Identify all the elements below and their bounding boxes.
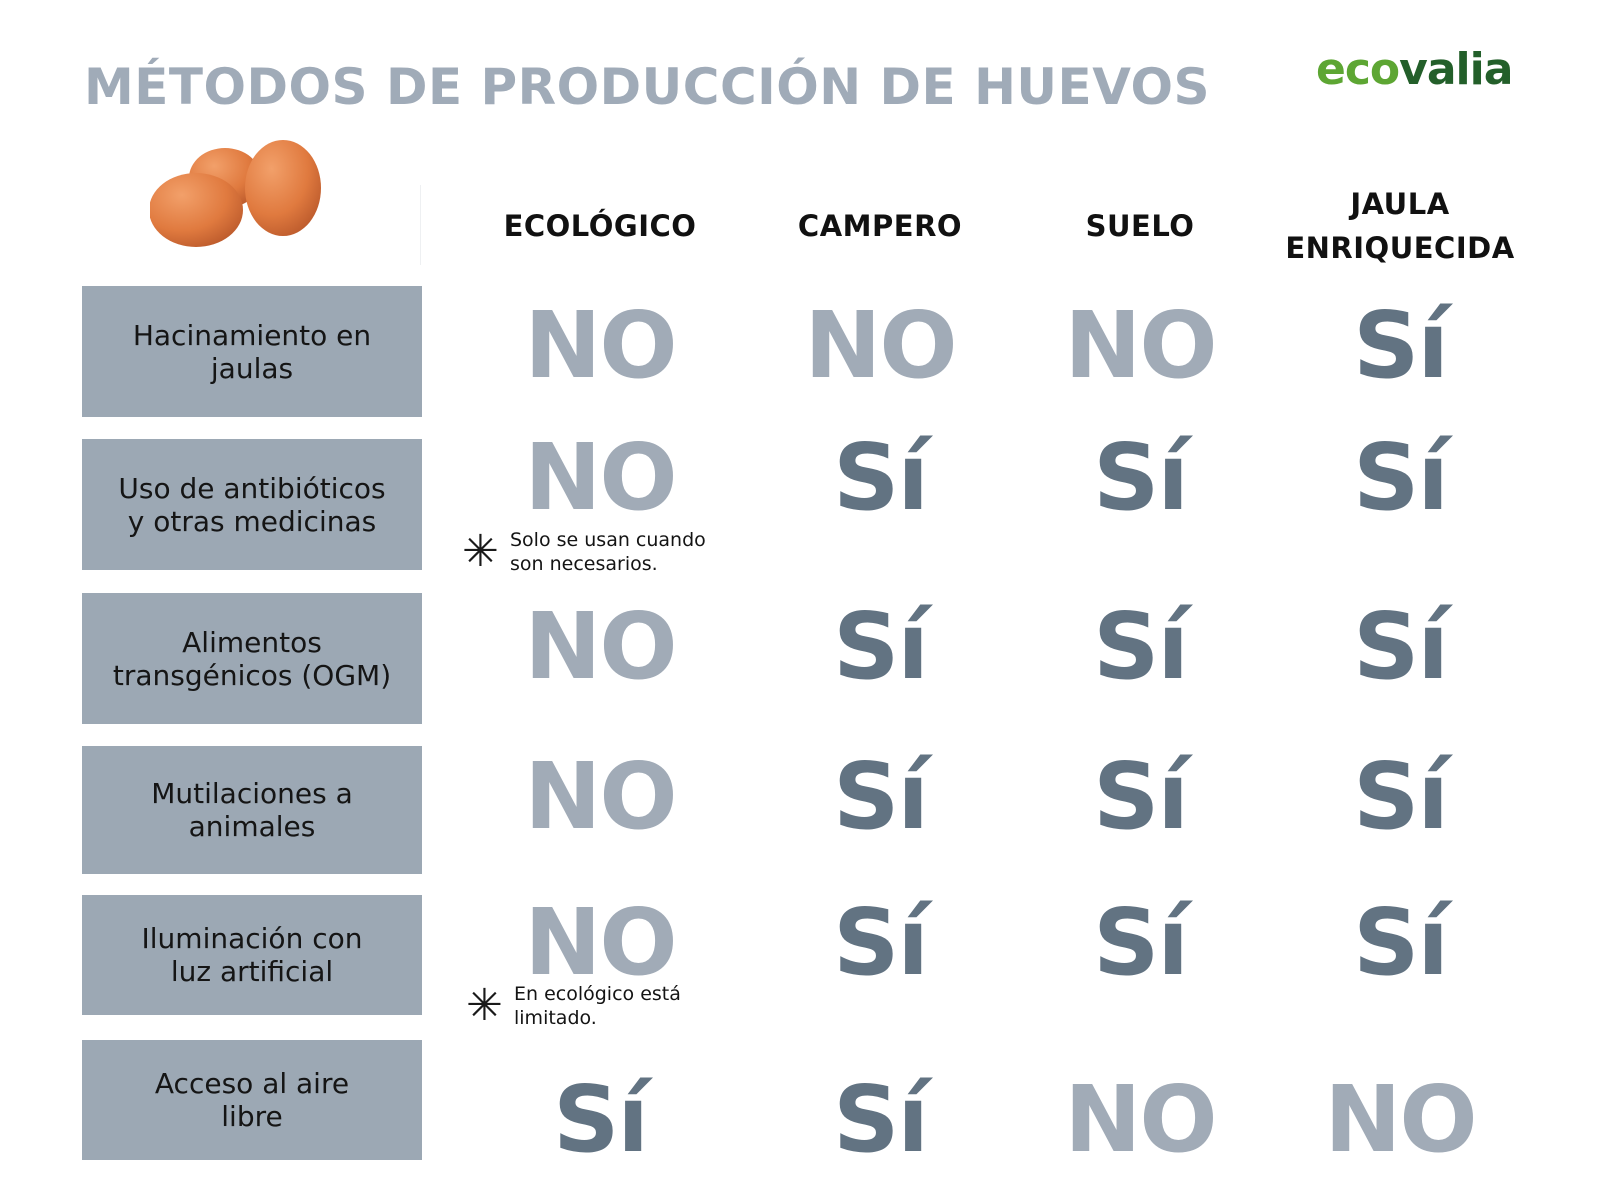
row-label: Mutilaciones a animales [82, 746, 422, 874]
value-cell: NO [524, 743, 677, 850]
eggs-illustration [150, 140, 321, 247]
logo-part-eco: eco [1316, 44, 1400, 95]
value-cell: Sí [1353, 743, 1449, 850]
note-antibiotics: ✳ Solo se usan cuando son necesarios. [462, 528, 706, 576]
ecovalia-logo: ecovalia [1316, 44, 1513, 95]
page-title: MÉTODOS DE PRODUCCIÓN DE HUEVOS [84, 58, 1211, 116]
value-cell: NO [804, 292, 957, 399]
value-cell: NO [524, 889, 677, 996]
row-label-text: Iluminación con luz artificial [141, 922, 363, 988]
row-label: Hacinamiento en jaulas [82, 286, 422, 417]
row-label: Alimentos transgénicos (OGM) [82, 593, 422, 724]
value-cell: Sí [1093, 743, 1189, 850]
value-cell: Sí [833, 424, 929, 531]
value-cell: Sí [833, 593, 929, 700]
row-label-text: Uso de antibióticos y otras medicinas [118, 471, 386, 538]
row-label-text: Mutilaciones a animales [151, 777, 353, 843]
value-cell: NO [524, 593, 677, 700]
value-cell: Sí [833, 1066, 929, 1173]
value-cell: NO [1064, 1066, 1217, 1173]
value-cell: Sí [1093, 593, 1189, 700]
asterisk-icon: ✳ [466, 980, 503, 1031]
value-cell: Sí [1093, 889, 1189, 996]
note-text: Solo se usan cuando son necesarios. [510, 529, 706, 575]
note-text: En ecológico está limitado. [514, 983, 681, 1029]
value-cell: Sí [1353, 593, 1449, 700]
row-label-text: Hacinamiento en jaulas [132, 318, 372, 385]
row-label: Uso de antibióticos y otras medicinas [82, 439, 422, 570]
logo-part-valia: valia [1399, 44, 1513, 95]
column-header: CAMPERO [797, 209, 963, 243]
value-cell: NO [524, 424, 677, 531]
column-header: JAULA ENRIQUECIDA [1285, 187, 1515, 265]
value-cell: NO [1324, 1066, 1477, 1173]
column-header: SUELO [1085, 209, 1195, 243]
value-cell: Sí [833, 889, 929, 996]
value-cell: Sí [553, 1066, 649, 1173]
row-label: Acceso al aire libre [82, 1040, 422, 1160]
header-divider [420, 185, 421, 265]
value-cell: NO [524, 292, 677, 399]
value-cell: Sí [1093, 424, 1189, 531]
row-label: Iluminación con luz artificial [82, 895, 422, 1015]
value-cell: Sí [1353, 424, 1449, 531]
row-label-text: Alimentos transgénicos (OGM) [112, 625, 392, 692]
column-header: ECOLÓGICO [503, 209, 697, 243]
asterisk-icon: ✳ [462, 526, 499, 577]
value-cell: Sí [1353, 292, 1449, 399]
note-lighting: ✳ En ecológico está limitado. [466, 982, 681, 1030]
value-cell: Sí [833, 743, 929, 850]
value-cell: Sí [1353, 889, 1449, 996]
value-cell: NO [1064, 292, 1217, 399]
row-label-text: Acceso al aire libre [154, 1067, 350, 1133]
